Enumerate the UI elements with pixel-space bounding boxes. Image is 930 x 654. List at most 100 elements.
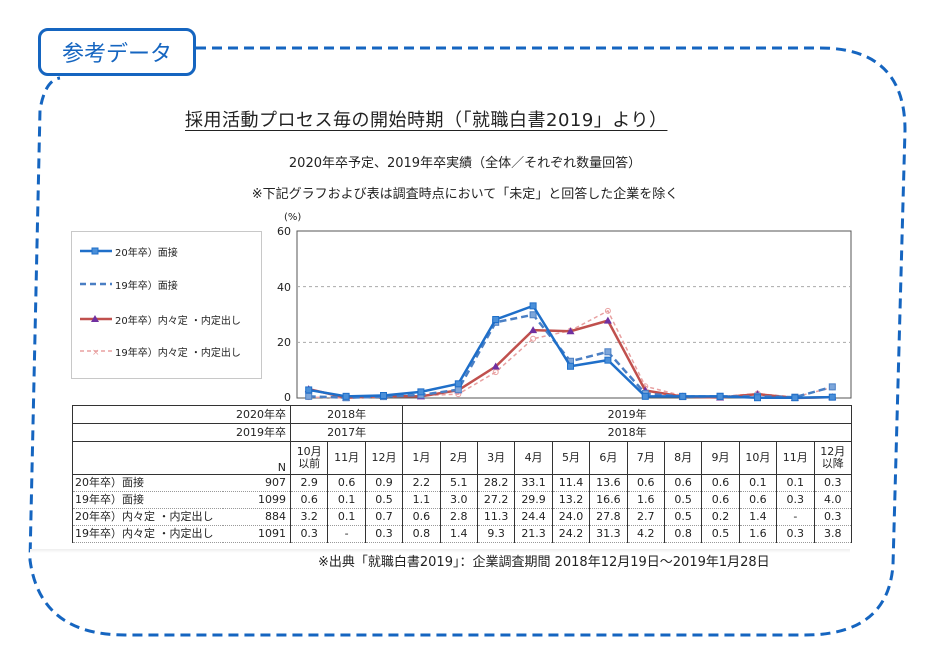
data-point	[529, 311, 537, 319]
note: ※下記グラフおよび表は調査時点において「未定」と回答した企業を除く	[251, 187, 679, 202]
value-cell: 0.5	[701, 525, 740, 543]
month-label: 5月	[561, 451, 580, 465]
value-cell: 24.0	[551, 508, 591, 526]
divider	[30, 549, 850, 553]
value-cell: 4.2	[626, 525, 665, 543]
data-point	[530, 335, 537, 342]
table-row: 19年卒）面接 1099 0.6 0.1 0.5 1.1 3.0 27.2 29.9 13.2 16…	[72, 491, 853, 509]
month-header: 11月	[776, 441, 815, 475]
page-title: 採用活動プロセス毎の開始時期（「就職白書2019」より）	[185, 110, 668, 131]
month-label: 9月	[711, 451, 730, 465]
value-cell: 0.1	[327, 491, 366, 509]
subtitle: 2020年卒予定、2019年卒実績（全体／それぞれ数量回答）	[288, 156, 642, 171]
value-cell: 28.2	[476, 474, 516, 492]
data-point	[492, 316, 500, 324]
value-cell: -	[327, 525, 366, 543]
y-tick: 60	[277, 225, 291, 238]
data-point	[604, 348, 612, 356]
value-cell: 3.0	[439, 491, 478, 509]
data-point	[679, 392, 687, 400]
y-axis-unit: (%)	[284, 212, 302, 223]
y-tick: 40	[277, 281, 291, 294]
value-cell: 0.3	[776, 525, 815, 543]
value-cell: 0.3	[813, 508, 853, 526]
row-label: 19年卒）内々定 ・内定出し	[72, 525, 223, 543]
value-cell: 16.6	[589, 491, 628, 509]
month-header: 12月 以降	[813, 441, 853, 475]
month-header: 6月	[589, 441, 628, 475]
value-cell: 0.1	[776, 474, 815, 492]
solid-square-line-icon	[80, 247, 112, 255]
tag-label: 参考データ	[61, 42, 172, 67]
data-point	[454, 380, 462, 388]
value-cell: 24.4	[514, 508, 553, 526]
value-cell: 0.5	[663, 491, 703, 509]
month-header: 11月	[327, 441, 366, 475]
value-cell: 1.1	[402, 491, 441, 509]
legend-label: 19年卒）内々定 ・内定出し	[115, 347, 241, 359]
value-cell: 0.6	[327, 474, 366, 492]
value-cell: 0.6	[289, 491, 329, 509]
data-point	[491, 362, 500, 370]
row-label-2019: 2019年卒	[72, 423, 291, 442]
value-cell: 0.3	[364, 525, 404, 543]
value-cell: 0.6	[626, 474, 665, 492]
data-point	[791, 394, 799, 402]
value-cell: 4.0	[813, 491, 853, 509]
source-note: ※出典「就職白書2019」：企業調査期間 2018年12月19日～2019年1月…	[318, 555, 770, 570]
data-point	[604, 356, 612, 364]
header-row-2019: 2019年卒 2017年 2018年	[72, 423, 853, 442]
value-cell: 3.8	[813, 525, 853, 543]
table-row: 19年卒）内々定 ・内定出し 1091 0.3-0.3 0.8 1.4 9.3 21.3 24…	[72, 525, 853, 543]
legend-item-19-offer: × 19年卒）内々定 ・内定出し	[80, 344, 241, 359]
value-cell: 29.9	[514, 491, 553, 509]
value-cell: 0.1	[327, 508, 366, 526]
month-label: 11月	[782, 451, 808, 465]
data-point	[754, 394, 761, 402]
value-cell: 0.6	[663, 474, 703, 492]
value-cell: 0.3	[776, 491, 815, 509]
value-cell: 2.8	[439, 508, 478, 526]
value-cell: 0.1	[738, 474, 778, 492]
data-point	[566, 327, 575, 335]
year-cell: 2017年	[289, 423, 404, 442]
value-cell: 1.4	[738, 508, 778, 526]
data-point	[417, 388, 425, 396]
value-cell: 27.8	[589, 508, 628, 526]
value-cell: 0.7	[364, 508, 404, 526]
data-point	[454, 386, 462, 394]
data-point	[828, 393, 836, 401]
month-sublabel: 以前	[298, 457, 321, 470]
month-header: 8月	[663, 441, 703, 475]
n-header: N	[72, 441, 291, 475]
month-label: 6月	[599, 451, 618, 465]
legend-label: 20年卒）内々定 ・内定出し	[115, 315, 241, 327]
value-cell: 2.2	[402, 474, 441, 492]
data-point	[604, 307, 611, 314]
data-point	[342, 392, 350, 400]
data-point	[380, 391, 387, 399]
value-cell: 11.4	[551, 474, 591, 492]
value-cell: 0.2	[701, 508, 740, 526]
data-point	[603, 316, 612, 324]
legend-item-20-interview: 20年卒）面接	[80, 244, 178, 259]
data-point	[716, 392, 724, 400]
data-point	[529, 302, 537, 310]
month-header: 2月	[439, 441, 478, 475]
dashed-square-line-icon	[80, 282, 112, 286]
row-n: 884	[222, 508, 291, 526]
y-tick: 20	[277, 336, 291, 349]
data-point	[492, 369, 499, 376]
value-cell: 0.6	[738, 491, 778, 509]
month-header: 10月	[738, 441, 778, 475]
year-cell: 2018年	[289, 405, 404, 424]
value-cell: 27.2	[476, 491, 516, 509]
value-cell: 0.6	[402, 508, 441, 526]
value-cell: 0.6	[701, 491, 740, 509]
data-point	[828, 383, 836, 391]
dashed-cross-line-icon: ×	[80, 348, 112, 356]
data-point	[305, 392, 313, 400]
data-point	[641, 392, 649, 400]
plot-area	[296, 230, 852, 399]
